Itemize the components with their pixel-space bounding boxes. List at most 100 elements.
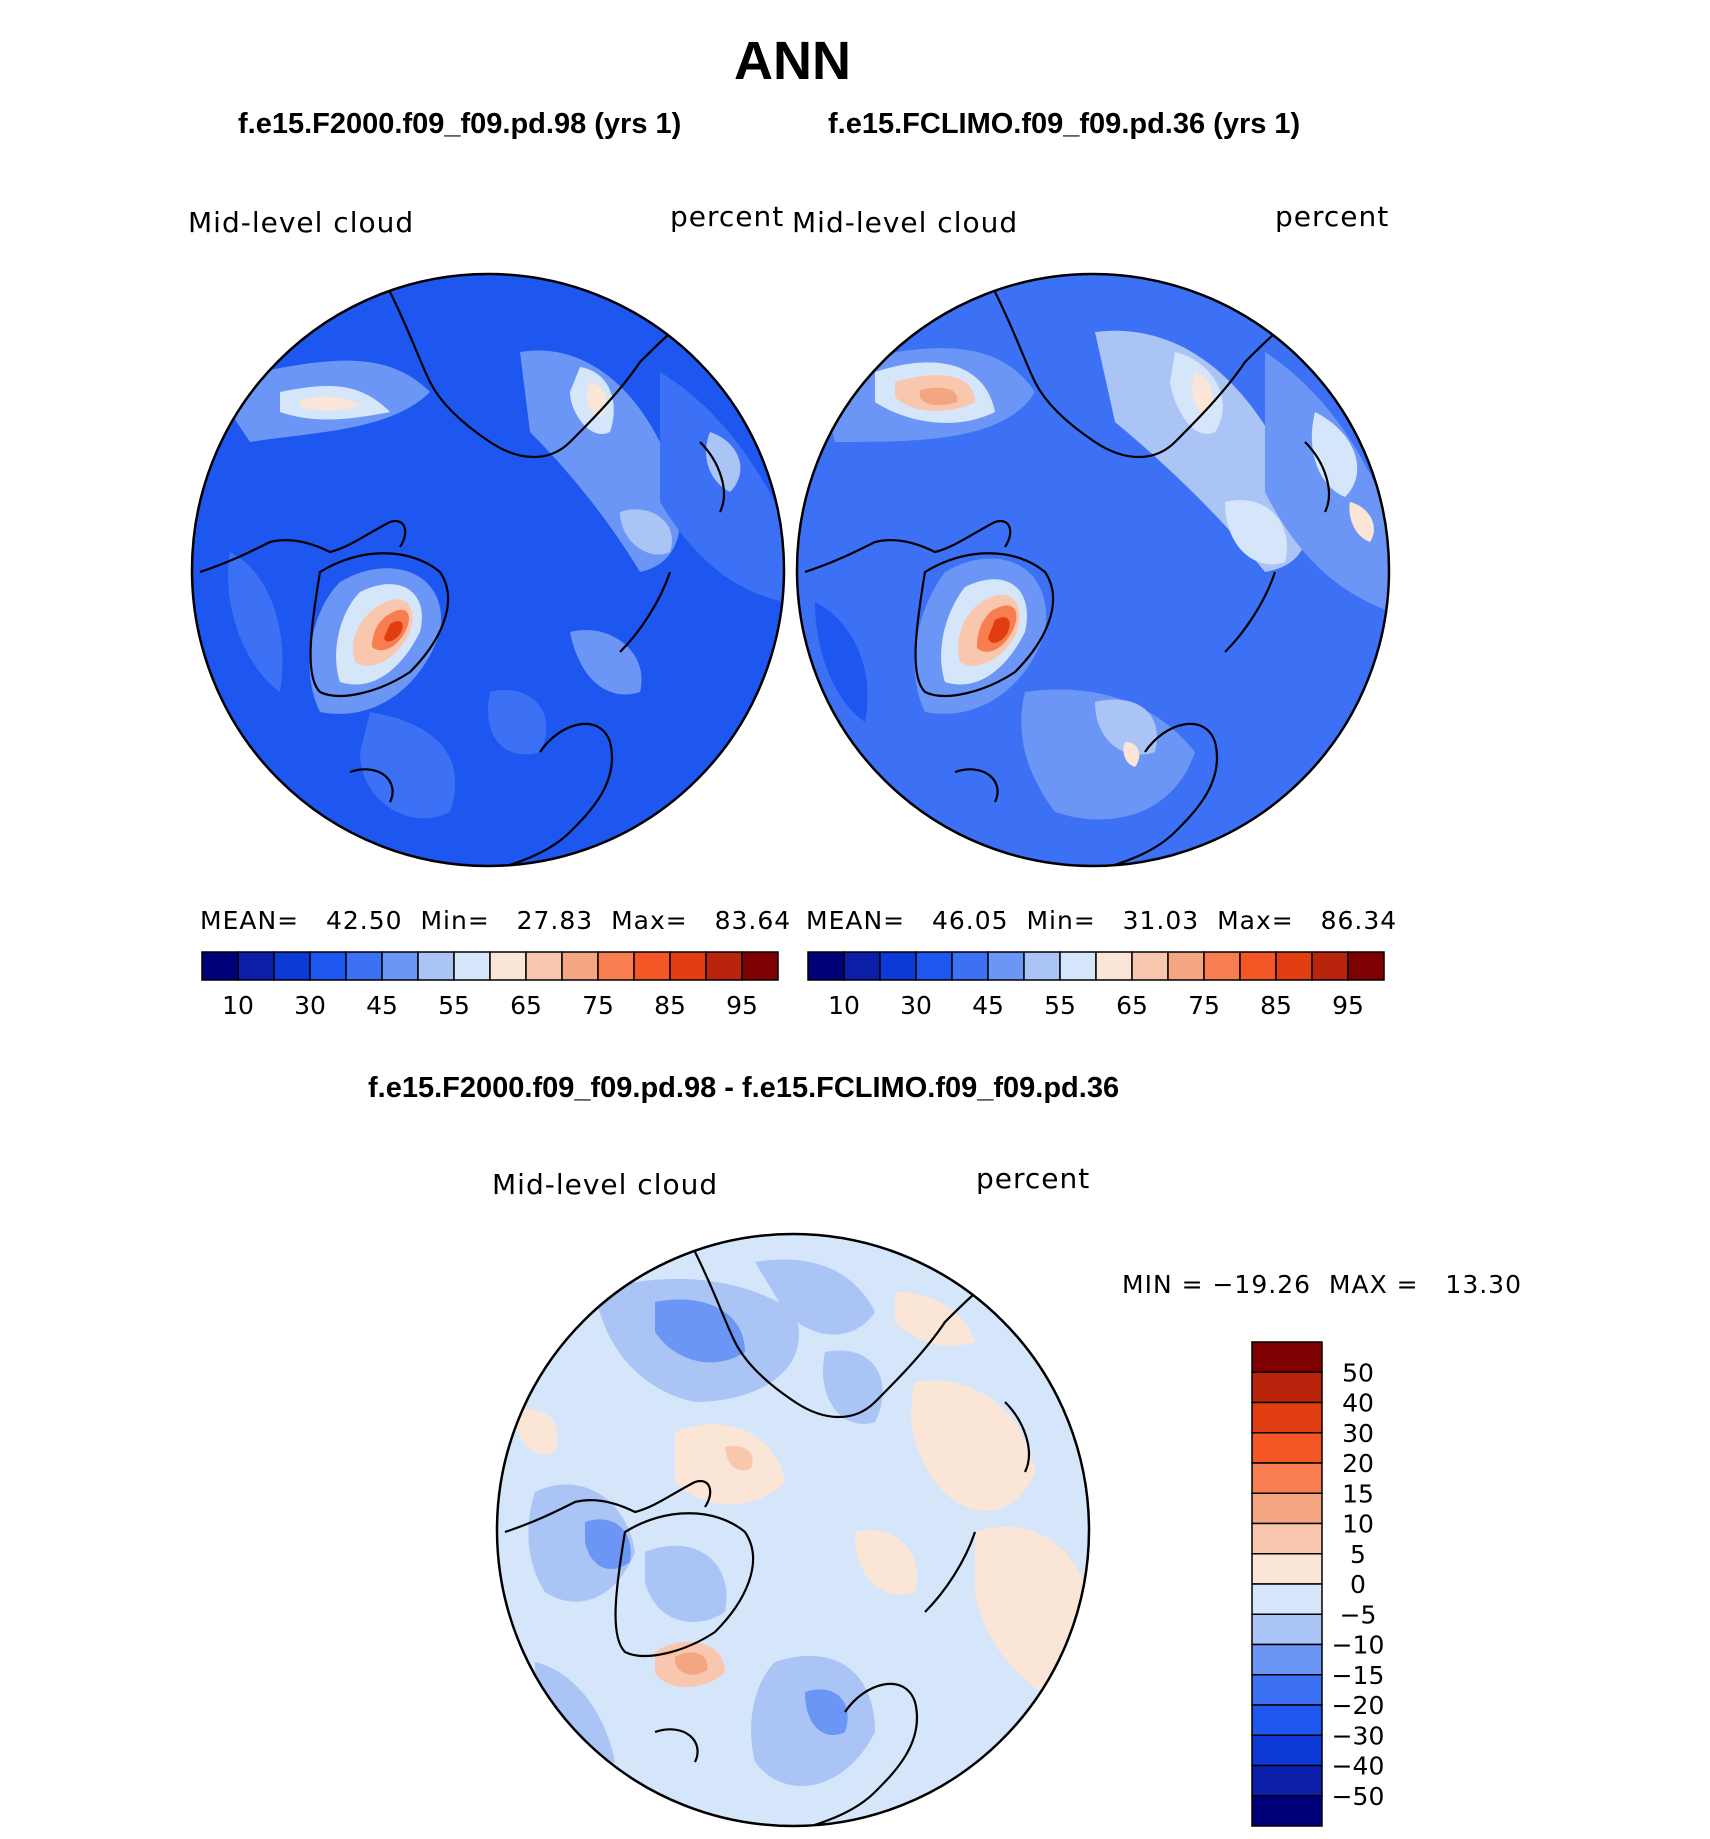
panel1-colorbar-swatch <box>705 951 743 981</box>
panel3-colorbar-tick-label: −20 <box>1332 1691 1385 1720</box>
panel1-max-value: 83.64 <box>714 906 792 935</box>
panel2-colorbar-swatch <box>1131 951 1169 981</box>
panel3-map-border <box>495 1232 1091 1828</box>
panel1-colorbar-tick-label: 45 <box>366 991 398 1020</box>
panel3-colorbar-tick-label: 0 <box>1350 1570 1366 1599</box>
panel3-colorbar-swatch <box>1251 1734 1323 1767</box>
panel2-colorbar-tick-label: 55 <box>1044 991 1076 1020</box>
panel3-colorbar-tick-label: 10 <box>1342 1510 1374 1539</box>
panel1-colorbar-tick-label: 55 <box>438 991 470 1020</box>
panel2-colorbar-swatch <box>1311 951 1349 981</box>
panel1-mean-value: 42.50 <box>325 906 403 935</box>
panel1-colorbar-swatch <box>669 951 707 981</box>
panel2-colorbar-tick-label: 95 <box>1332 991 1364 1020</box>
panel2-colorbar-tick-label: 85 <box>1260 991 1292 1020</box>
panel2-coastlines <box>804 291 1330 866</box>
panel3-units-label: percent <box>976 1162 1091 1195</box>
panel1-colorbar: 10 30 45 55 65 75 85 95 <box>201 951 779 1020</box>
panel3-colorbar-tick-label: −30 <box>1332 1721 1385 1750</box>
panel1-colorbar-tick-label: 95 <box>726 991 758 1020</box>
panel2-colorbar-swatch <box>1023 951 1061 981</box>
panel1-colorbar-swatch <box>597 951 635 981</box>
panel2-colorbar-swatch <box>1059 951 1097 981</box>
panel2-polar-map <box>795 272 1391 868</box>
panel3-colorbar-swatch <box>1251 1583 1323 1615</box>
panel2-colorbar-swatch <box>951 951 989 981</box>
panel2-colorbar-swatch <box>1203 951 1241 981</box>
panel2-map-border <box>795 272 1391 868</box>
panel1-colorbar-swatch <box>489 951 527 981</box>
panel1-coastlines <box>199 291 725 866</box>
panel1-map-border <box>190 272 786 868</box>
panel3-colorbar-tick-label: 30 <box>1342 1419 1374 1448</box>
panel2-variable-label: Mid-level cloud <box>792 206 1019 239</box>
panel3-colorbar-tick-label: 15 <box>1342 1479 1374 1508</box>
panel2-colorbar: 10 30 45 55 65 75 85 95 <box>807 951 1385 1020</box>
panel3-colorbar-swatch <box>1251 1613 1323 1646</box>
panel3-colorbar-tick-label: −15 <box>1332 1661 1385 1690</box>
panel1-colorbar-swatch <box>741 951 779 981</box>
panel3-colorbar-tick-label: 5 <box>1350 1540 1366 1569</box>
panel1-colorbar-swatch <box>345 951 383 981</box>
panel2-colorbar-tick-label: 30 <box>900 991 932 1020</box>
panel2-min-label: Min= <box>1026 906 1096 935</box>
panel1-colorbar-tick-label: 10 <box>222 991 254 1020</box>
panel1-colorbar-tick-label: 85 <box>654 991 686 1020</box>
panel1-case-title: f.e15.F2000.f09_f09.pd.98 (yrs 1) <box>238 108 682 140</box>
panel3-min-max: MIN = −19.26 MAX = 13.30 <box>1122 1270 1522 1299</box>
panel3-colorbar-swatch <box>1251 1795 1323 1827</box>
difference-title: f.e15.F2000.f09_f09.pd.98 - f.e15.FCLIMO… <box>368 1072 1120 1104</box>
panel2-colorbar-swatch <box>1347 951 1385 981</box>
panel3-colorbar-swatch <box>1251 1553 1323 1585</box>
panel1-stats: MEAN= 42.50 Min= 27.83 Max= 83.64 <box>200 906 791 935</box>
panel3-colorbar-tick-label: −40 <box>1332 1752 1385 1781</box>
panel1-colorbar-swatch <box>525 951 563 981</box>
panel1-min-label: Min= <box>420 906 490 935</box>
panel3-colorbar-swatch <box>1251 1432 1323 1464</box>
panel1-colorbar-swatch <box>453 951 491 981</box>
panel1-mean-label: MEAN= <box>200 906 300 935</box>
panel3-colorbar-swatch <box>1251 1674 1323 1706</box>
panel2-colorbar-swatch <box>1095 951 1133 981</box>
panel2-colorbar-swatch <box>807 951 845 981</box>
panel1-colorbar-swatch <box>273 951 311 981</box>
panel2-colorbar-swatch <box>1167 951 1205 981</box>
panel1-colorbar-swatch <box>237 951 275 981</box>
panel2-colorbar-tick-label: 45 <box>972 991 1004 1020</box>
panel3-colorbar-swatch <box>1251 1522 1323 1555</box>
panel2-colorbar-swatch <box>1275 951 1313 981</box>
panel2-colorbar-swatch <box>1239 951 1277 981</box>
panel3-variable-label: Mid-level cloud <box>492 1168 719 1201</box>
panel2-stats: MEAN= 46.05 Min= 31.03 Max= 86.34 <box>806 906 1397 935</box>
panel2-colorbar-swatch <box>843 951 881 981</box>
panel3-colorbar-tick-label: 40 <box>1342 1389 1374 1418</box>
panel3-colorbar-swatch <box>1251 1643 1323 1676</box>
panel2-max-value: 86.34 <box>1320 906 1398 935</box>
panel2-colorbar-tick-label: 75 <box>1188 991 1220 1020</box>
season-title: ANN <box>734 31 851 91</box>
panel2-colorbar-swatch <box>987 951 1025 981</box>
panel3-colorbar-tick-label: −50 <box>1332 1782 1385 1811</box>
panel1-colorbar-swatch <box>417 951 455 981</box>
panel1-colorbar-swatch <box>309 951 347 981</box>
panel2-case-title: f.e15.FCLIMO.f09_f09.pd.36 (yrs 1) <box>828 108 1301 140</box>
panel1-colorbar-tick-label: 30 <box>294 991 326 1020</box>
panel1-colorbar-swatch <box>201 951 239 981</box>
panel2-units-label: percent <box>1275 200 1390 233</box>
panel3-colorbar-swatch <box>1251 1764 1323 1797</box>
panel3-colorbar-tick-label: −5 <box>1340 1600 1377 1629</box>
panel2-colorbar-tick-label: 65 <box>1116 991 1148 1020</box>
panel2-mean-value: 46.05 <box>931 906 1009 935</box>
panel3-colorbar-swatch <box>1251 1371 1323 1404</box>
panel3-colorbar-swatch <box>1251 1462 1323 1494</box>
panel1-max-label: Max= <box>611 906 688 935</box>
panel2-mean-label: MEAN= <box>806 906 906 935</box>
panel1-polar-map <box>190 272 786 868</box>
panel1-colorbar-tick-label: 65 <box>510 991 542 1020</box>
panel1-units-label: percent <box>670 200 785 233</box>
panel3-colorbar-tick-label: 20 <box>1342 1449 1374 1478</box>
panel2-colorbar-swatch <box>879 951 917 981</box>
panel2-min-value: 31.03 <box>1122 906 1200 935</box>
panel3-colorbar-swatch <box>1251 1492 1323 1525</box>
panel1-colorbar-swatch <box>633 951 671 981</box>
